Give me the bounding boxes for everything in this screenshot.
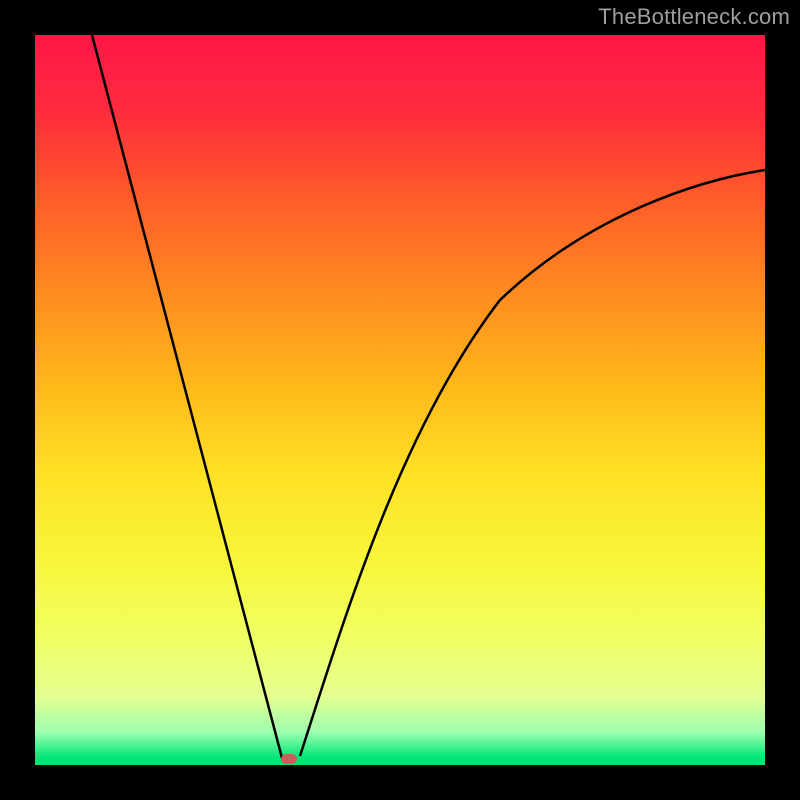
chart-svg bbox=[0, 0, 800, 800]
gradient-plot-area bbox=[35, 35, 765, 765]
chart-wrapper: TheBottleneck.com bbox=[0, 0, 800, 800]
min-marker bbox=[281, 754, 297, 764]
